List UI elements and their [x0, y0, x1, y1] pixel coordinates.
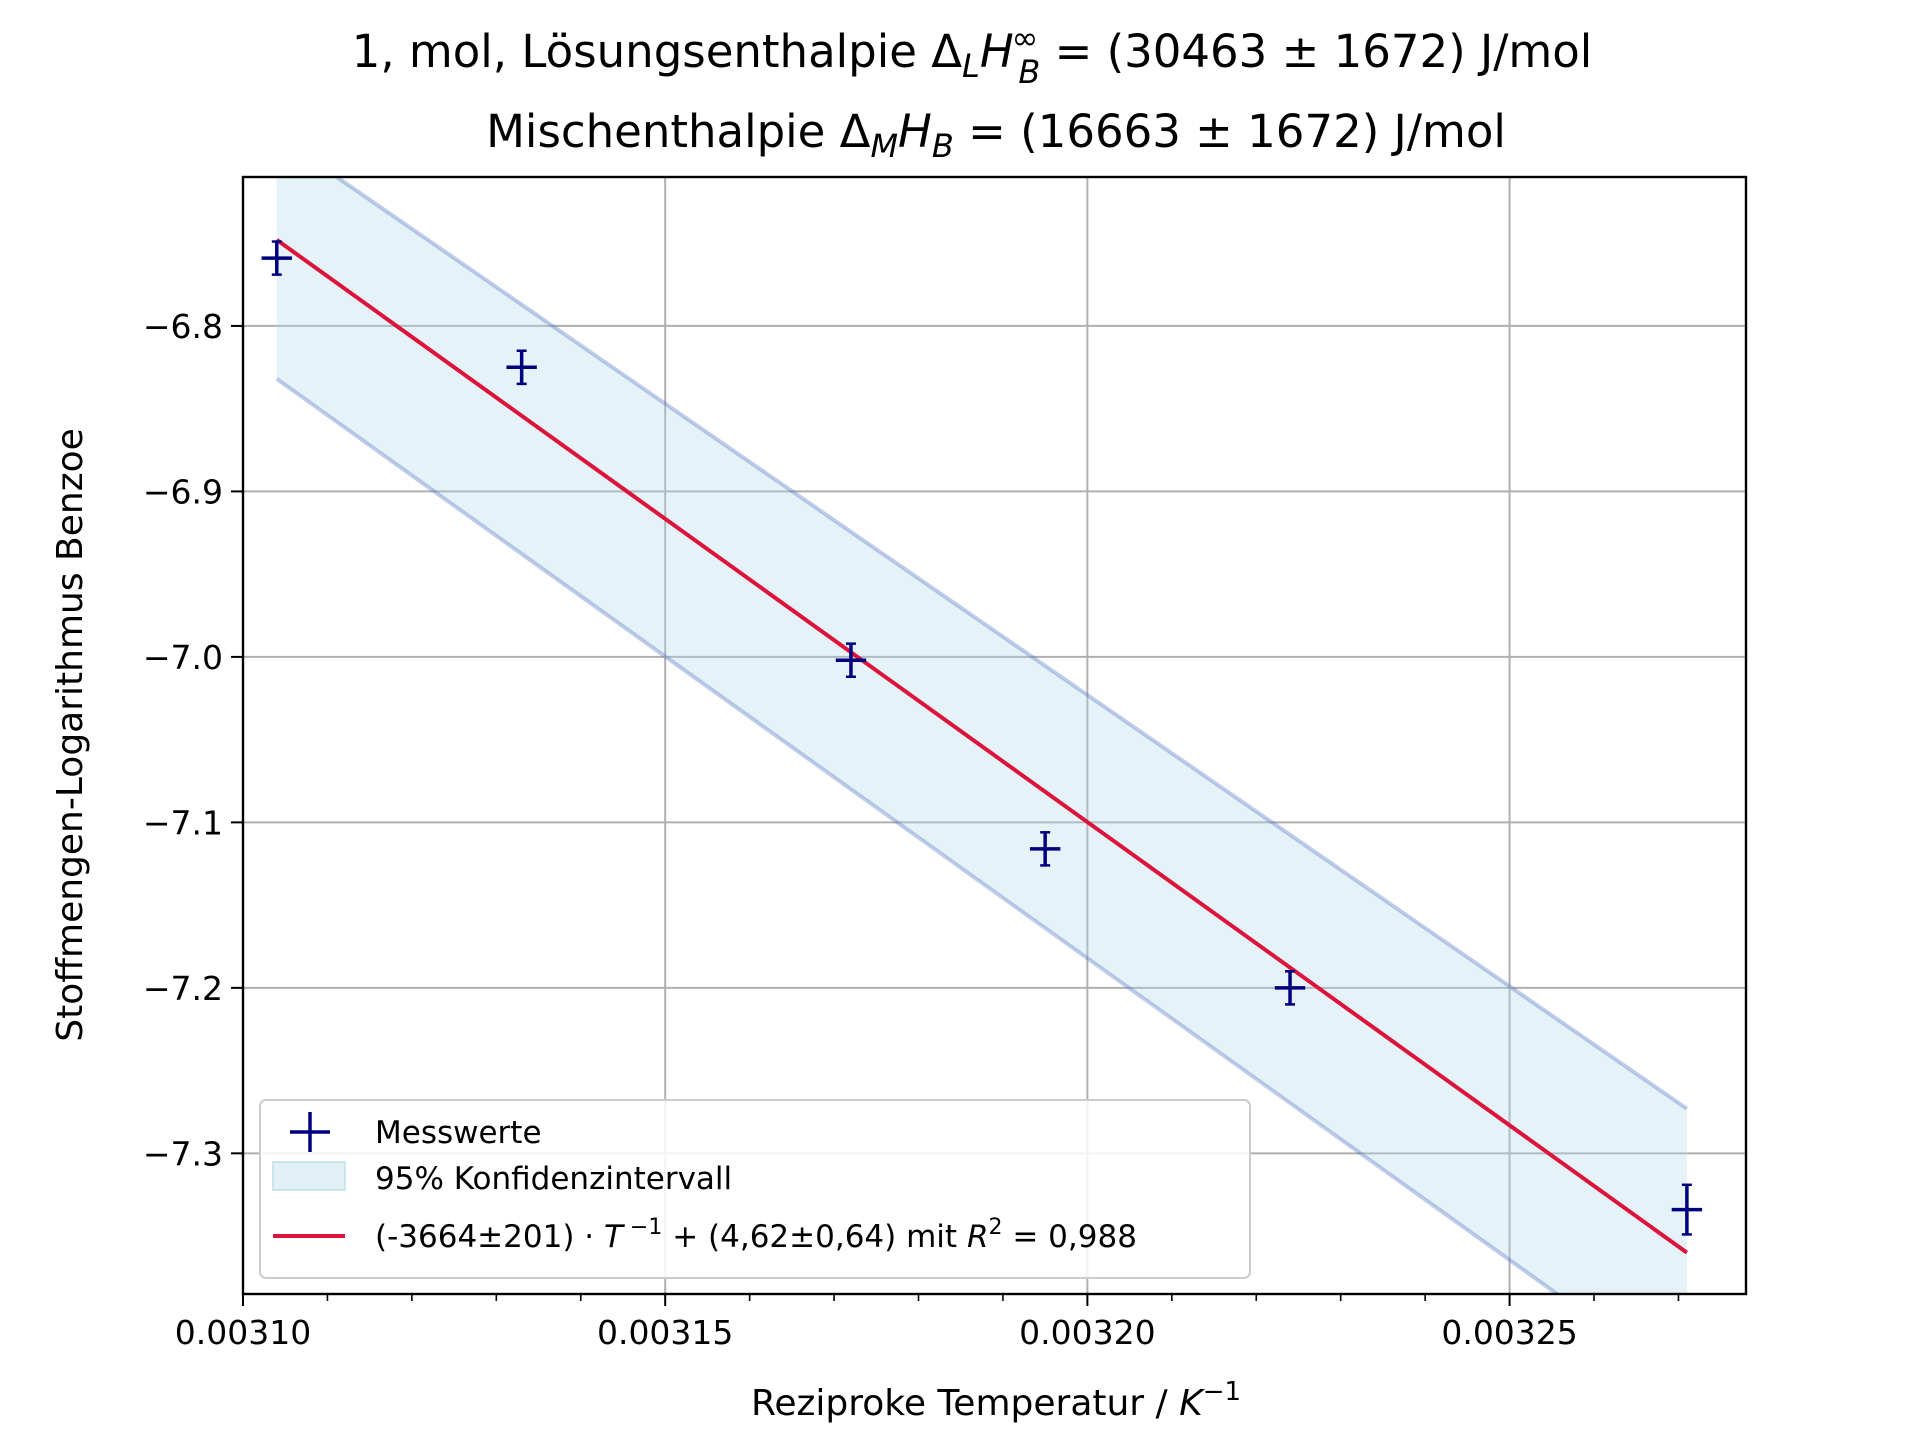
y-tick-label: −7.3 [143, 1134, 223, 1173]
y-tick-label: −6.9 [143, 472, 223, 511]
axis-ticks: 0.00310 0.00315 0.00320 0.00325 −6.8 −6.9 −7.0… [143, 307, 1680, 1352]
legend-label-confidence-band: 95% Konfidenzintervall [375, 1161, 732, 1197]
plot-frame [241, 175, 1748, 1296]
fit-line [275, 238, 1689, 1255]
confidence-band-lower-edge [275, 377, 1561, 1294]
legend-marker-measurements [290, 1112, 330, 1152]
y-axis-label: Stoffmengen-Logarithmus Benzoe [50, 428, 91, 1042]
legend: Messwerte 95% Konfidenzintervall (-3664±… [259, 1099, 1251, 1279]
legend-label-measurements: Messwerte [375, 1115, 542, 1151]
legend-swatch-confidence-band [272, 1161, 346, 1191]
x-tick-label: 0.00315 [597, 1313, 733, 1352]
confidence-band-area [276, 177, 1687, 1294]
chart-title-line-1: 1, mol, Lösungsenthalpie ΔLH∞ B = (30463 … [352, 19, 1593, 91]
data-point [1274, 970, 1306, 1006]
data-points-layer [261, 240, 1703, 1236]
confidence-band-layer [275, 177, 1689, 1294]
data-point [506, 349, 537, 386]
grid-lines [242, 177, 1746, 1294]
x-tick-label: 0.00320 [1019, 1313, 1155, 1352]
y-tick-label: −6.8 [143, 307, 223, 346]
legend-box [259, 1099, 1251, 1279]
data-point [1029, 831, 1061, 867]
chart-title-line-2: Mischenthalpie ΔMHB = (16663 ± 1672) J/m… [486, 105, 1506, 165]
confidence-band-upper-edge [333, 177, 1689, 1111]
data-point [835, 642, 867, 679]
data-point [1671, 1183, 1703, 1236]
data-point [261, 240, 292, 276]
legend-label-fit-line: (-3664±201) · T −1 + (4,62±0,64) mit R2 … [375, 1215, 1137, 1255]
x-axis-label: Reziproke Temperatur / K−1 [751, 1377, 1241, 1424]
y-tick-label: −7.1 [143, 803, 223, 842]
fit-line-layer [275, 238, 1689, 1255]
y-tick-label: −7.0 [143, 638, 223, 677]
y-tick-label: −7.2 [143, 969, 223, 1008]
x-tick-label: 0.00325 [1441, 1313, 1577, 1352]
x-tick-label: 0.00310 [175, 1313, 311, 1352]
